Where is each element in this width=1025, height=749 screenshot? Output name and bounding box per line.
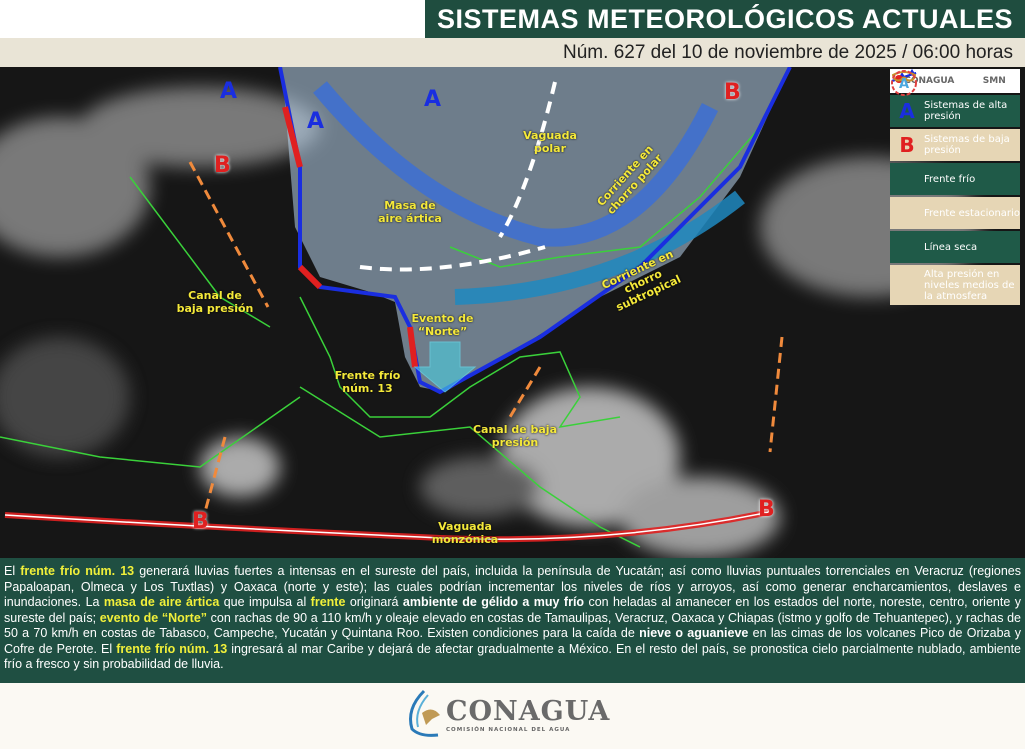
- subtropical-jet-stream: [454, 190, 745, 305]
- high-pressure-icon: A: [899, 98, 915, 123]
- norte-arrow: [413, 341, 477, 393]
- legend-item-low: B Sistemas de baja presión: [890, 129, 1020, 161]
- bulletin-subtitle: Núm. 627 del 10 de noviembre de 2025 / 0…: [0, 38, 1025, 67]
- header: SISTEMAS METEOROLÓGICOS ACTUALES: [0, 0, 1025, 38]
- bulletin-segment: en las cimas de los volcanes Pico de Ori…: [4, 626, 1022, 656]
- bulletin-segment: originará: [345, 595, 403, 609]
- smn-logo: SMN: [982, 76, 1006, 86]
- high-pressure-symbol: A: [307, 109, 325, 134]
- map-graphics: [0, 67, 980, 557]
- label-polar-trough: Vaguada polar: [523, 129, 577, 155]
- conagua-emblem-icon: [409, 689, 440, 737]
- highlighted-text: ambiente de gélido a muy frío: [402, 595, 585, 609]
- legend-label: Frente estacionario: [924, 207, 1020, 219]
- label-arctic-air: Masa de aire ártica: [378, 199, 442, 225]
- highlighted-text: frente: [310, 595, 346, 609]
- label-monsoon-trough: Vaguada monzónica: [431, 520, 499, 546]
- bulletin-segment: El: [4, 564, 21, 578]
- bulletin-segment: ingresará al mar Caribe y dejará de afec…: [4, 641, 1022, 672]
- bulletin-segment: con rachas de 90 a 110 km/h y oleaje ele…: [4, 610, 1021, 641]
- legend-item-dry-line: Línea seca: [890, 71, 1020, 263]
- polar-trough-2: [359, 245, 546, 272]
- label-cold-front: Frente frío núm. 13: [334, 369, 401, 395]
- legend-item-stationary-front: Frente estacionario: [890, 69, 1020, 229]
- page-title: SISTEMAS METEOROLÓGICOS ACTUALES: [425, 0, 1025, 38]
- polar-jet-stream: [313, 81, 719, 247]
- bulletin-segment: generará lluvias fuertes a intensas en e…: [4, 564, 1022, 609]
- footer-brand: CONAGUA: [446, 695, 611, 727]
- footer-subtitle: COMISIÓN NACIONAL DEL AGUA: [446, 726, 571, 733]
- highlighted-text: nieve o aguanieve: [639, 626, 749, 640]
- bulletin-segment: con heladas al amanecer en los estados d…: [4, 595, 1021, 625]
- footer: CONAGUA COMISIÓN NACIONAL DEL AGUA: [0, 683, 1025, 749]
- legend-label: Frente frío: [924, 173, 976, 185]
- label-low-channel: Canal de baja presión: [176, 289, 254, 315]
- low-pressure-symbol: B: [192, 509, 209, 534]
- bottom-section: El frente frío núm. 13 generará lluvias …: [0, 558, 1025, 749]
- highlighted-text: evento de “Norte”: [99, 610, 208, 625]
- legend-item-cold-front: Frente frío: [890, 69, 1020, 195]
- monsoon-trough-inner: [4, 511, 771, 540]
- polar-trough: [498, 81, 557, 239]
- stationary-segment: [282, 106, 418, 368]
- label-norte-event: Evento de “Norte”: [411, 312, 474, 338]
- legend-item-high: A Sistemas de alta presión: [890, 95, 1020, 127]
- highlighted-text: masa de aire ártica: [103, 595, 220, 609]
- coastline: [0, 126, 761, 548]
- bulletin-text: El frente frío núm. 13 generará lluvias …: [0, 558, 1025, 683]
- high-pressure-symbol: A: [424, 87, 442, 112]
- high-pressure-symbol: A: [220, 79, 238, 104]
- legend-label: Sistemas de alta presión: [924, 100, 1008, 122]
- svg-text:A: A: [899, 77, 909, 92]
- legend-item-mid-level-high: A Alta presión en niveles medios de la at…: [890, 70, 1020, 305]
- low-pressure-icon: B: [899, 132, 915, 157]
- low-pressure-symbol: B: [758, 497, 775, 522]
- conagua-footer-logo: CONAGUA COMISIÓN NACIONAL DEL AGUA: [402, 689, 610, 739]
- label-low-channel: Canal de baja presión: [472, 423, 557, 449]
- legend: CONAGUA SMN A Sistemas de alta presión B Si…: [890, 69, 1020, 305]
- legend-label: Línea seca: [924, 241, 978, 253]
- clouds: [0, 87, 980, 557]
- conagua-logo: CONAGUA: [904, 76, 955, 86]
- low-pressure-troughs: [188, 161, 784, 513]
- low-pressure-symbol: B: [724, 80, 741, 105]
- bulletin-segment: que impulsa al: [219, 595, 311, 609]
- highlighted-text: frente frío núm. 13: [20, 564, 135, 578]
- low-pressure-symbol: B: [214, 153, 231, 178]
- legend-label: Alta presión en niveles medios de la atm…: [924, 268, 1015, 302]
- legend-label: Sistemas de baja presión: [924, 134, 1010, 156]
- highlighted-text: frente frío núm. 13: [116, 641, 228, 656]
- weather-map: A A A B B B B Vaguada polar Masa de aire…: [0, 67, 1025, 558]
